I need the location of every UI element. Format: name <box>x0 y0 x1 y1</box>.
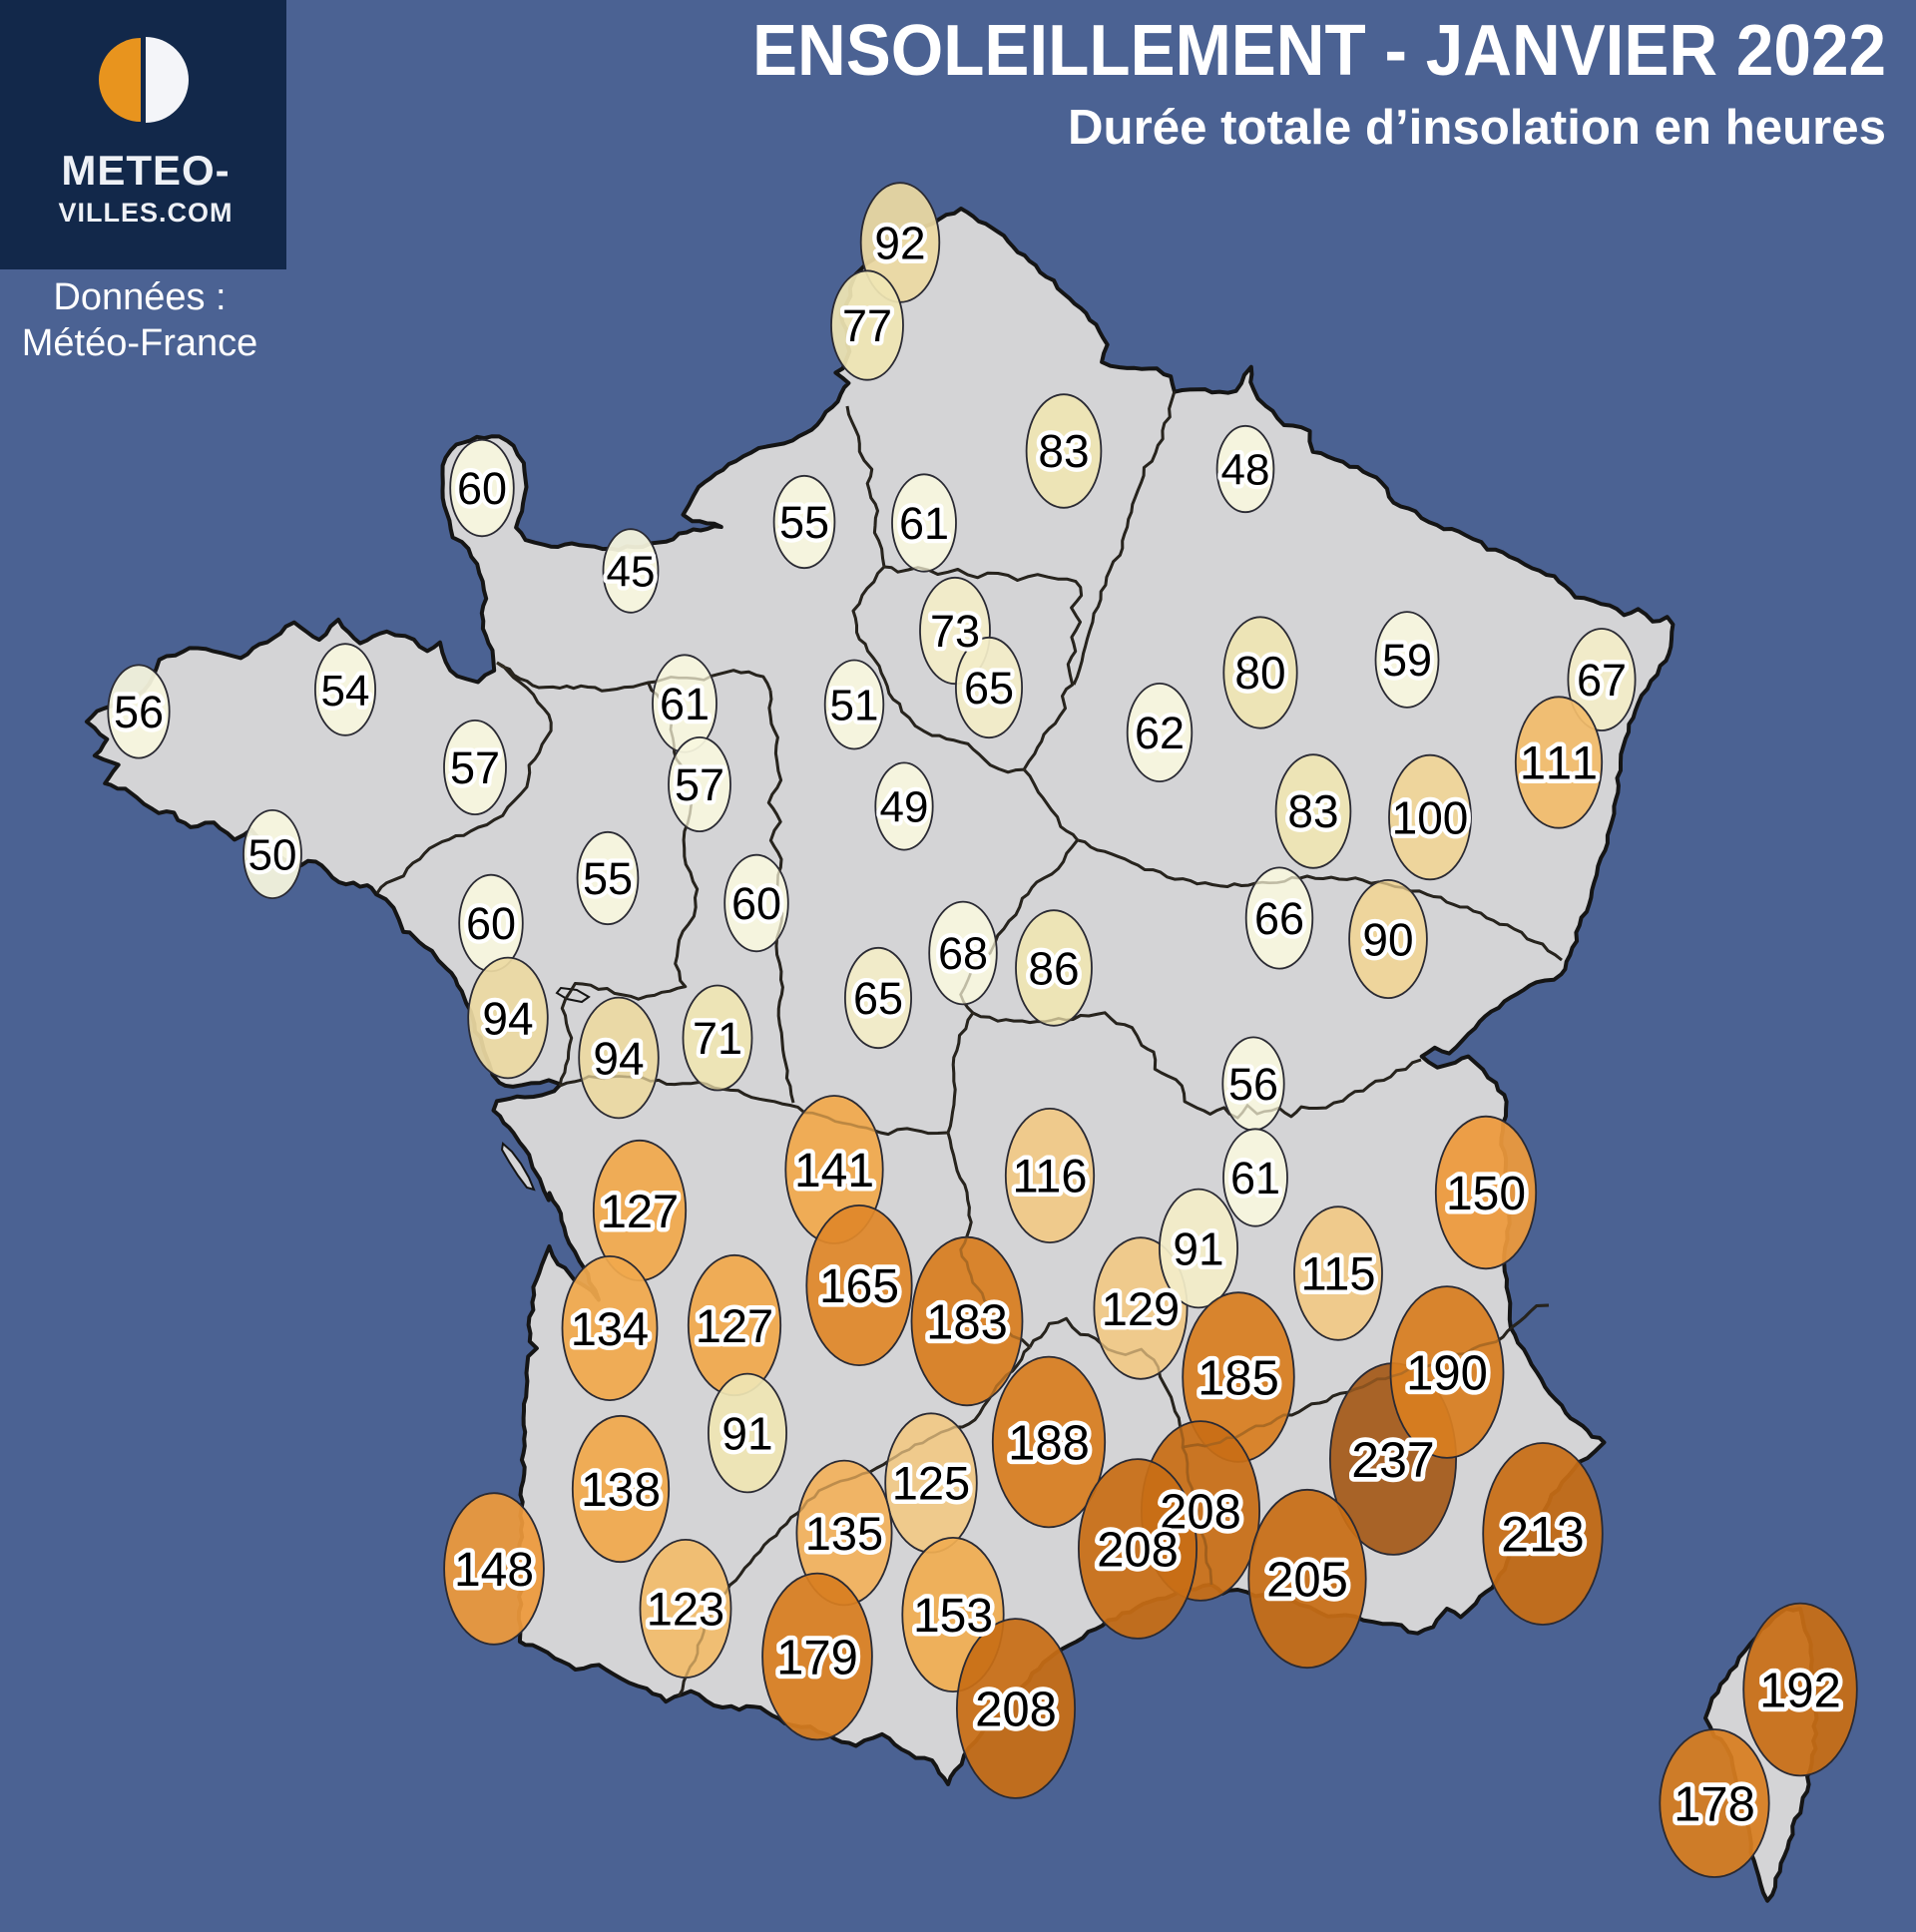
svg-text:Météo-France: Météo-France <box>22 322 258 364</box>
svg-text:178: 178 <box>1674 1777 1755 1831</box>
svg-text:148: 148 <box>454 1544 534 1597</box>
svg-text:208: 208 <box>1160 1486 1241 1540</box>
svg-text:208: 208 <box>975 1684 1057 1737</box>
svg-text:208: 208 <box>1097 1524 1179 1578</box>
svg-text:METEO-: METEO- <box>61 147 230 194</box>
svg-text:134: 134 <box>571 1302 649 1355</box>
svg-text:83: 83 <box>1287 785 1338 837</box>
svg-text:50: 50 <box>248 831 297 880</box>
svg-text:60: 60 <box>466 898 516 949</box>
svg-text:51: 51 <box>830 682 879 730</box>
svg-text:65: 65 <box>853 973 903 1024</box>
svg-text:192: 192 <box>1759 1664 1841 1717</box>
svg-text:179: 179 <box>776 1631 858 1685</box>
svg-text:55: 55 <box>583 853 633 904</box>
svg-text:73: 73 <box>930 606 980 657</box>
svg-text:150: 150 <box>1446 1168 1526 1220</box>
svg-text:56: 56 <box>1228 1059 1278 1110</box>
svg-text:190: 190 <box>1406 1346 1488 1400</box>
svg-text:57: 57 <box>450 742 500 793</box>
svg-text:61: 61 <box>899 498 949 549</box>
svg-text:135: 135 <box>805 1507 883 1560</box>
svg-text:185: 185 <box>1198 1351 1279 1405</box>
svg-text:188: 188 <box>1008 1416 1090 1470</box>
svg-text:127: 127 <box>601 1185 679 1237</box>
svg-text:54: 54 <box>321 667 370 716</box>
svg-text:129: 129 <box>1102 1282 1180 1335</box>
svg-text:100: 100 <box>1392 791 1469 843</box>
svg-text:125: 125 <box>892 1457 970 1510</box>
svg-text:183: 183 <box>926 1295 1008 1349</box>
svg-text:56: 56 <box>114 687 164 737</box>
svg-text:Durée totale d’insolation en h: Durée totale d’insolation en heures <box>1068 101 1886 155</box>
svg-text:ENSOLEILLEMENT - JANVIER 2022: ENSOLEILLEMENT - JANVIER 2022 <box>752 11 1886 91</box>
svg-text:68: 68 <box>938 928 988 979</box>
svg-text:116: 116 <box>1013 1150 1088 1203</box>
svg-text:80: 80 <box>1234 647 1285 699</box>
svg-text:77: 77 <box>842 300 892 351</box>
svg-text:Données :: Données : <box>53 276 226 318</box>
svg-text:VILLES.COM: VILLES.COM <box>58 198 233 228</box>
svg-text:60: 60 <box>731 878 781 929</box>
svg-text:165: 165 <box>819 1260 899 1313</box>
svg-text:90: 90 <box>1362 913 1413 965</box>
svg-text:115: 115 <box>1301 1247 1376 1300</box>
svg-text:61: 61 <box>1230 1153 1280 1204</box>
svg-text:94: 94 <box>593 1032 644 1084</box>
svg-text:55: 55 <box>779 497 829 548</box>
svg-text:61: 61 <box>660 679 710 729</box>
svg-text:153: 153 <box>913 1590 993 1643</box>
svg-text:213: 213 <box>1501 1507 1584 1563</box>
svg-text:94: 94 <box>482 992 533 1044</box>
svg-text:66: 66 <box>1254 893 1304 944</box>
svg-text:65: 65 <box>964 663 1014 714</box>
svg-text:1: 1 <box>1546 736 1572 789</box>
svg-text:67: 67 <box>1577 655 1627 706</box>
svg-text:60: 60 <box>457 463 507 514</box>
svg-text:1: 1 <box>1572 736 1598 789</box>
svg-text:237: 237 <box>1351 1432 1434 1488</box>
svg-text:49: 49 <box>880 783 929 832</box>
svg-text:59: 59 <box>1382 635 1432 686</box>
svg-text:141: 141 <box>794 1145 874 1198</box>
svg-text:127: 127 <box>696 1299 773 1352</box>
svg-text:45: 45 <box>607 548 656 597</box>
svg-text:71: 71 <box>693 1013 742 1064</box>
svg-text:123: 123 <box>647 1583 724 1636</box>
svg-text:91: 91 <box>721 1407 772 1459</box>
svg-text:86: 86 <box>1028 942 1079 994</box>
svg-text:1: 1 <box>1520 736 1546 789</box>
svg-text:138: 138 <box>581 1464 661 1517</box>
svg-text:92: 92 <box>874 217 925 268</box>
svg-text:205: 205 <box>1266 1554 1348 1608</box>
svg-text:57: 57 <box>675 759 724 810</box>
svg-text:83: 83 <box>1038 425 1089 477</box>
svg-text:91: 91 <box>1173 1222 1223 1274</box>
svg-text:48: 48 <box>1221 446 1270 495</box>
svg-text:62: 62 <box>1135 708 1185 758</box>
